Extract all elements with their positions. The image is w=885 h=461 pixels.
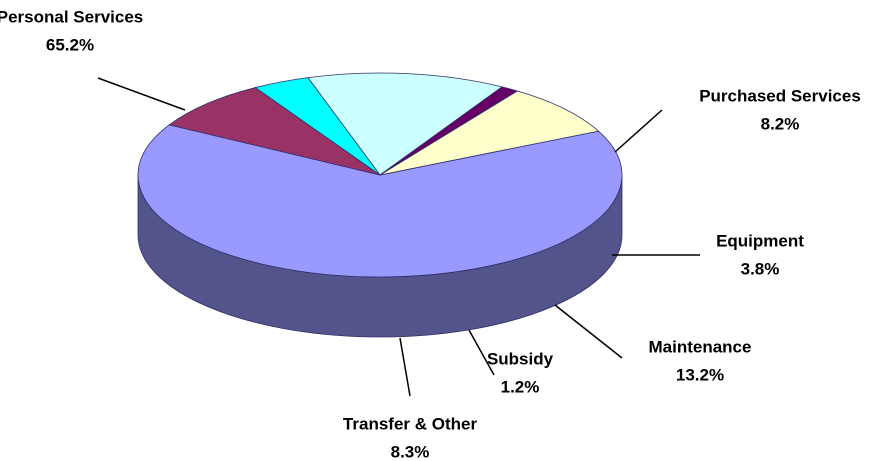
pie-slice bbox=[379, 90, 600, 176]
slice-label: Subsidy bbox=[487, 349, 554, 368]
slice-label: Transfer & Other bbox=[343, 414, 478, 433]
slice-label: Personal Services bbox=[0, 7, 143, 26]
slice-value-label: 65.2% bbox=[46, 35, 94, 54]
slice-label: Equipment bbox=[716, 231, 804, 250]
slice-value-label: 13.2% bbox=[676, 365, 724, 384]
leader-line bbox=[614, 109, 663, 153]
slice-label: Maintenance bbox=[649, 337, 752, 356]
slice-value-label: 8.2% bbox=[761, 114, 800, 133]
pie-slice bbox=[307, 72, 503, 176]
slice-value-label: 3.8% bbox=[741, 259, 780, 278]
pie-slice bbox=[168, 87, 381, 176]
slice-value-label: 8.3% bbox=[391, 442, 430, 461]
slice-label: Purchased Services bbox=[699, 86, 861, 105]
pie-slice bbox=[137, 124, 623, 278]
leader-line bbox=[468, 329, 495, 376]
leader-line bbox=[399, 337, 411, 397]
slice-value-label: 1.2% bbox=[501, 377, 540, 396]
leader-line bbox=[97, 77, 186, 111]
leader-line bbox=[554, 304, 623, 359]
